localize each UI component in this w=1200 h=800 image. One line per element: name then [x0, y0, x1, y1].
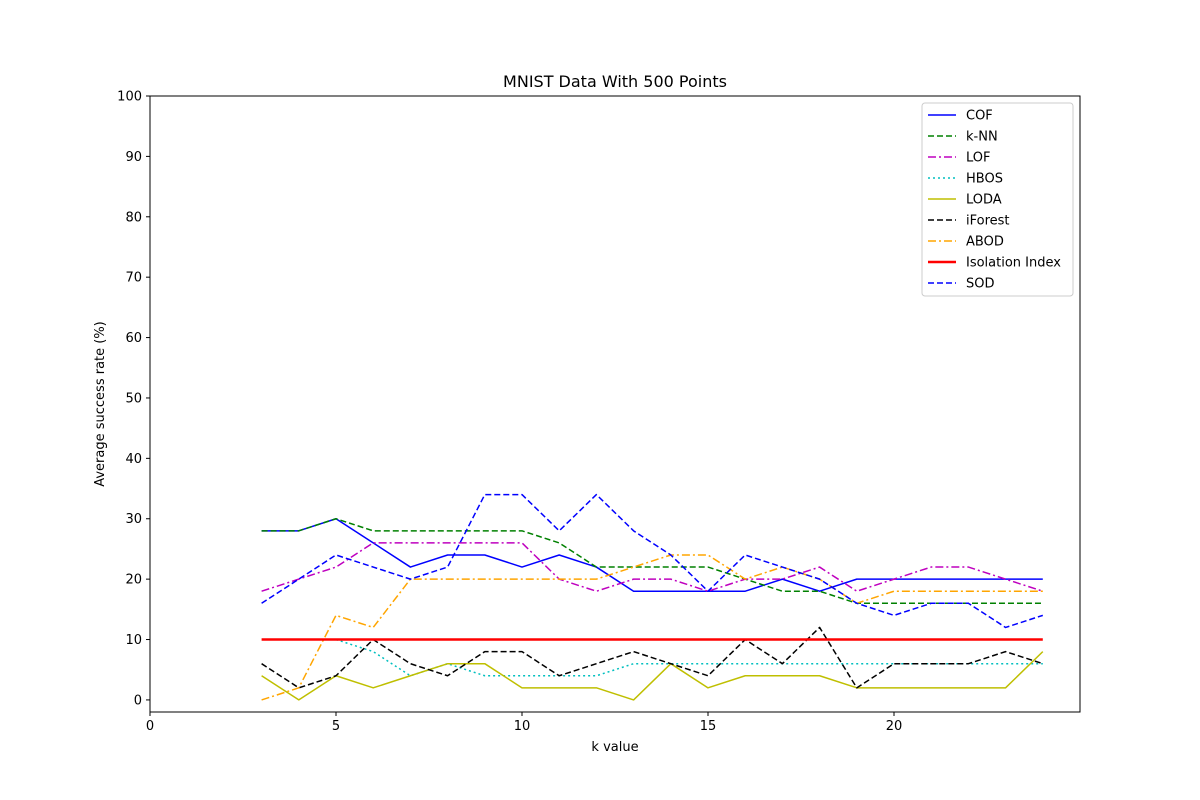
- x-tick-label: 5: [332, 719, 340, 734]
- legend-label: SOD: [966, 277, 995, 292]
- x-tick-label: 20: [886, 719, 903, 734]
- series-line-k-nn: [261, 518, 1043, 605]
- legend-label: LODA: [966, 193, 1002, 208]
- series-line-cof: [261, 518, 1043, 592]
- y-tick-label: 60: [125, 331, 142, 346]
- series-line-iforest: [261, 626, 1044, 689]
- series-line-lof: [261, 542, 1044, 592]
- x-tick-label: 10: [514, 719, 531, 734]
- y-tick-label: 10: [125, 633, 142, 648]
- y-axis-label: Average success rate (%): [93, 321, 108, 487]
- series-line-sod: [261, 493, 1044, 629]
- legend-label: iForest: [966, 214, 1010, 229]
- axes-frame: [149, 95, 1081, 713]
- y-tick-label: 50: [125, 391, 142, 406]
- y-tick-label: 80: [125, 210, 142, 225]
- legend-label: k-NN: [966, 130, 998, 145]
- x-axis-label: k value: [591, 740, 638, 755]
- series-line-abod: [261, 554, 1043, 701]
- plot-area: [261, 493, 1044, 701]
- legend: COF k-NN LOF HBOS LODA iForest ABOD Isolation I…: [921, 102, 1074, 297]
- x-tick-label: 0: [146, 719, 154, 734]
- y-tick-label: 90: [125, 150, 142, 165]
- series-line-loda: [261, 651, 1044, 701]
- chart-title: MNIST Data With 500 Points: [503, 72, 727, 91]
- x-axis: 0 5 10 15 20: [146, 712, 902, 734]
- legend-label: ABOD: [966, 235, 1004, 250]
- legend-label: COF: [966, 109, 993, 124]
- legend-box: [921, 102, 1074, 297]
- y-tick-label: 0: [134, 693, 142, 708]
- legend-label: LOF: [966, 151, 991, 166]
- y-tick-label: 70: [125, 271, 142, 286]
- legend-label: HBOS: [966, 172, 1003, 187]
- y-axis: 0 10 20 30 40 50 60 70 80 90 100: [117, 90, 150, 708]
- x-tick-label: 15: [700, 719, 717, 734]
- y-tick-label: 30: [125, 512, 142, 527]
- y-tick-label: 40: [125, 452, 142, 467]
- legend-label: Isolation Index: [966, 256, 1061, 271]
- y-tick-label: 100: [117, 90, 142, 105]
- y-tick-label: 20: [125, 573, 142, 588]
